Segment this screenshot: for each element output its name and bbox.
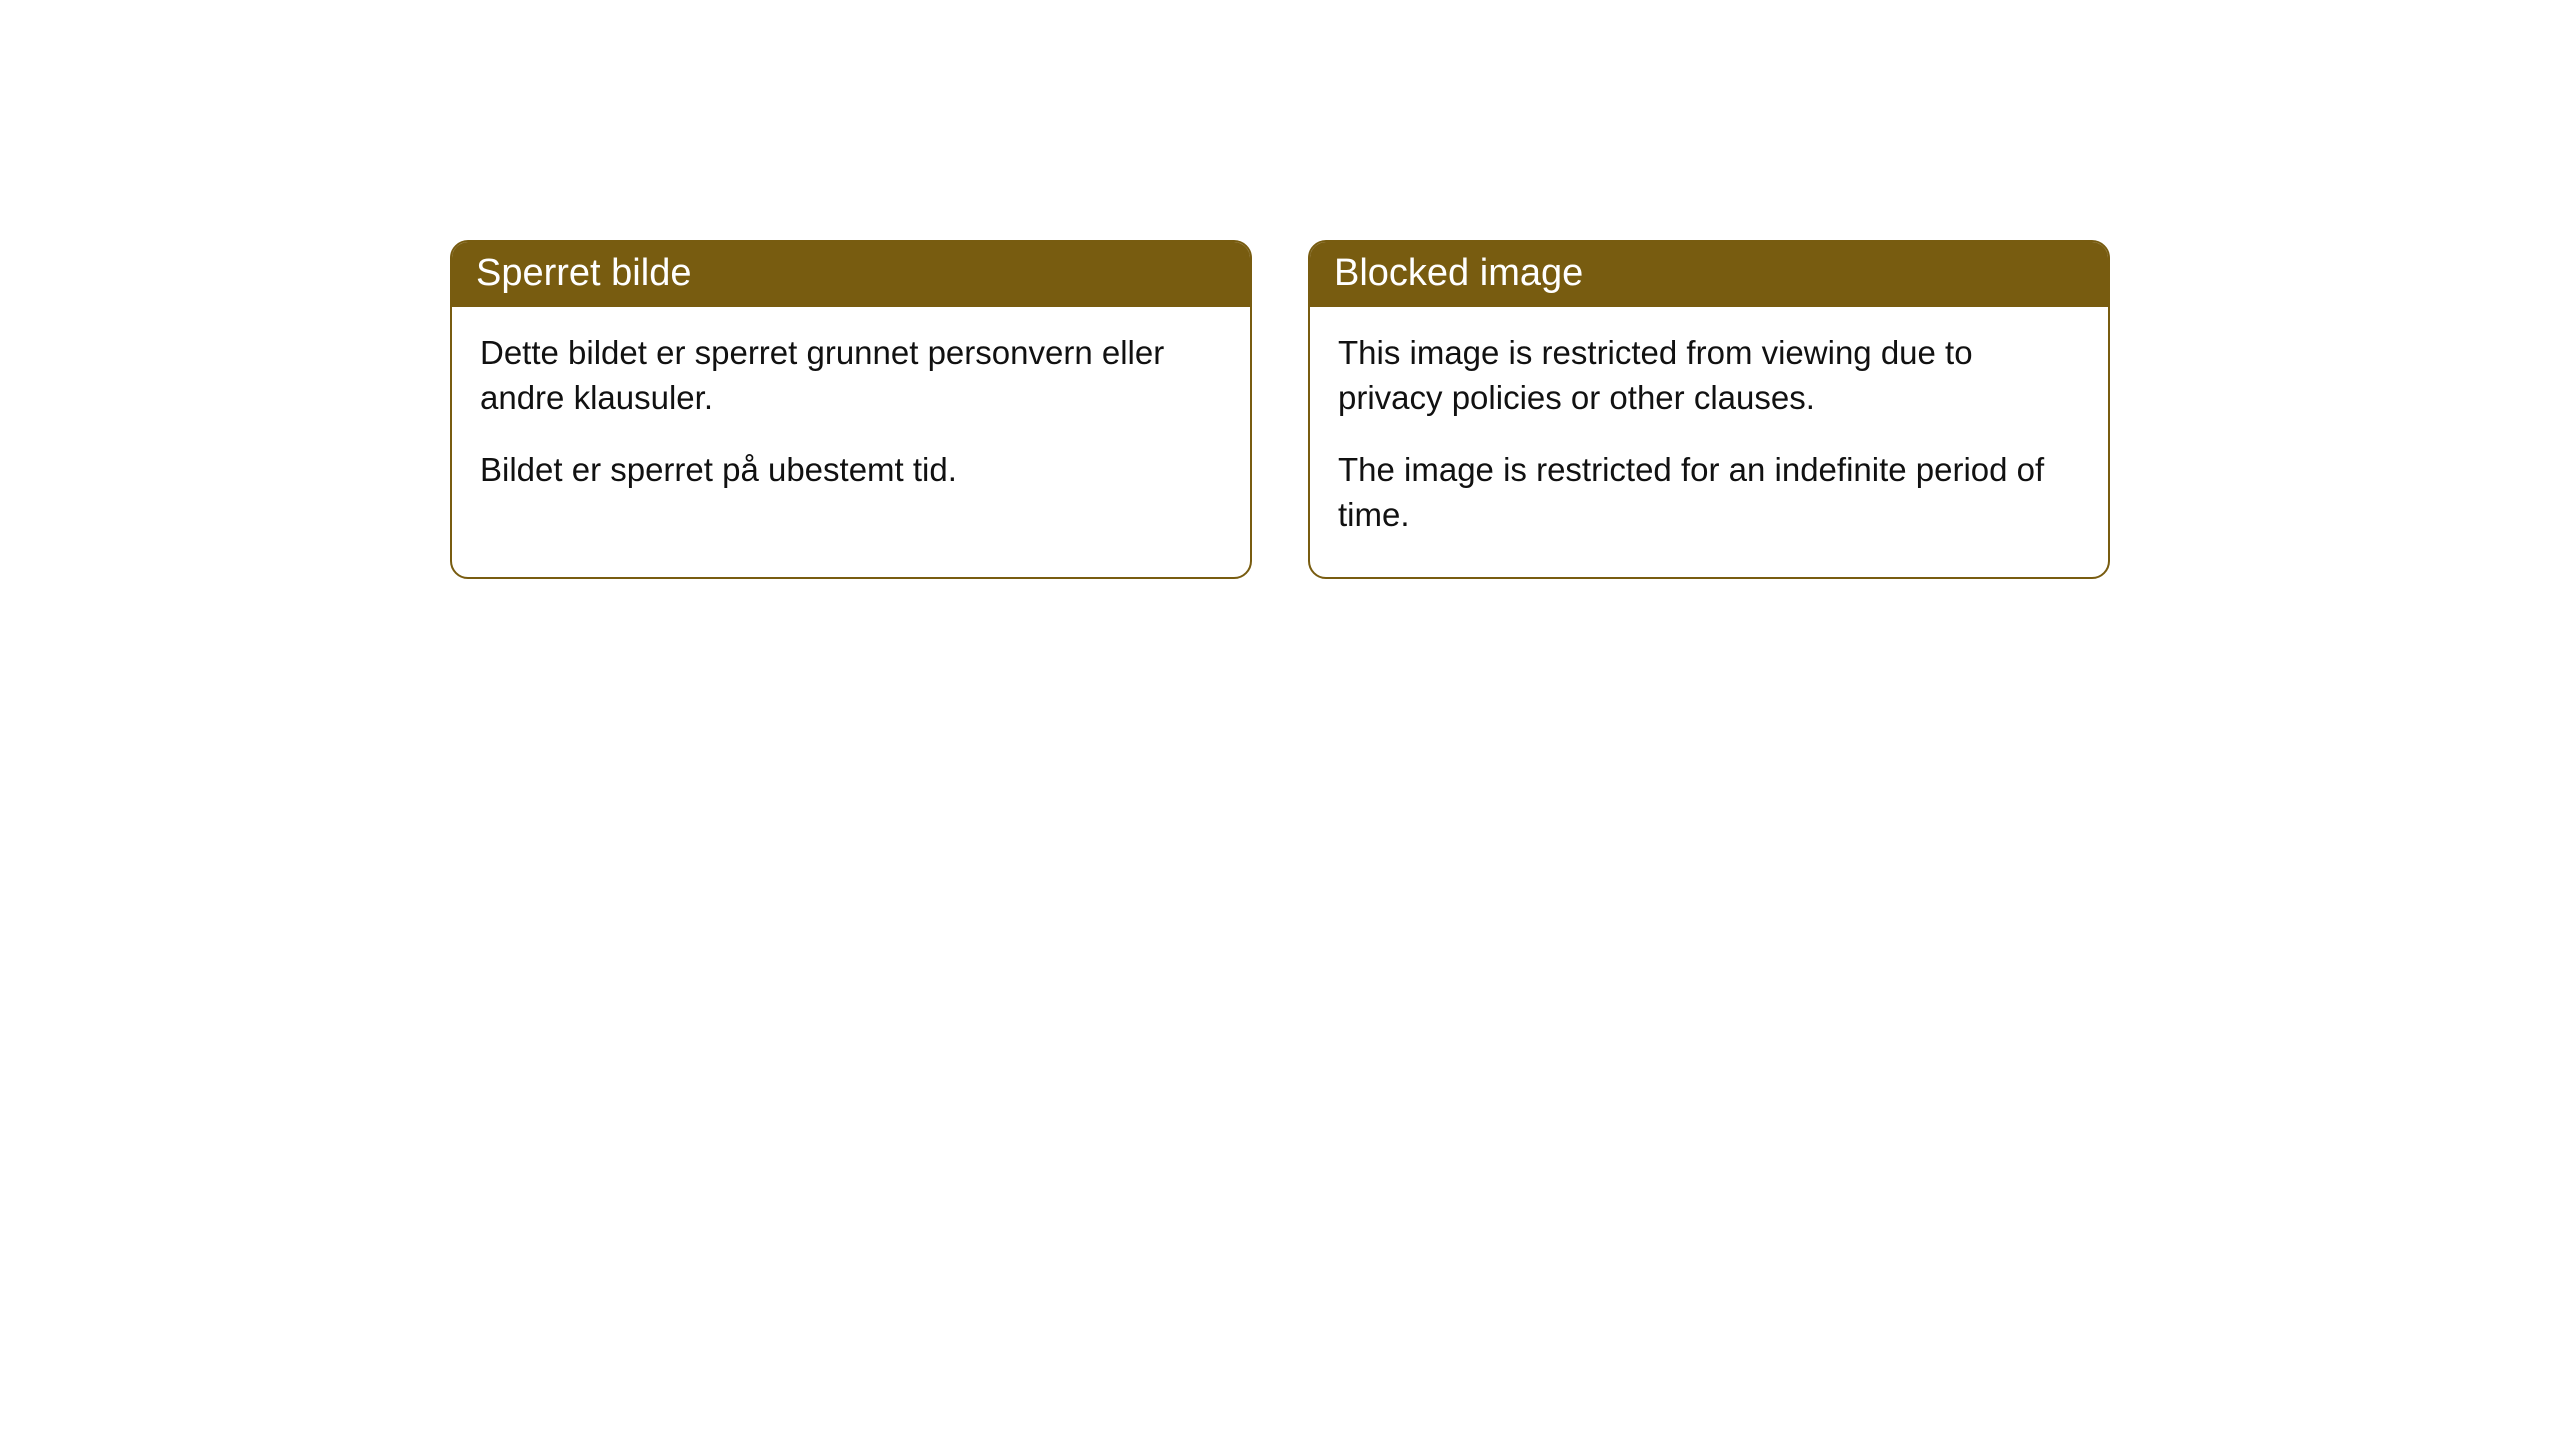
card-body: This image is restricted from viewing du… (1310, 307, 2108, 577)
card-header: Blocked image (1310, 242, 2108, 307)
card-paragraph: The image is restricted for an indefinit… (1338, 448, 2080, 537)
blocked-image-card-no: Sperret bilde Dette bildet er sperret gr… (450, 240, 1252, 579)
card-header: Sperret bilde (452, 242, 1250, 307)
card-body: Dette bildet er sperret grunnet personve… (452, 307, 1250, 533)
card-paragraph: Bildet er sperret på ubestemt tid. (480, 448, 1222, 493)
card-paragraph: This image is restricted from viewing du… (1338, 331, 2080, 420)
notice-cards-container: Sperret bilde Dette bildet er sperret gr… (450, 240, 2560, 579)
blocked-image-card-en: Blocked image This image is restricted f… (1308, 240, 2110, 579)
card-paragraph: Dette bildet er sperret grunnet personve… (480, 331, 1222, 420)
